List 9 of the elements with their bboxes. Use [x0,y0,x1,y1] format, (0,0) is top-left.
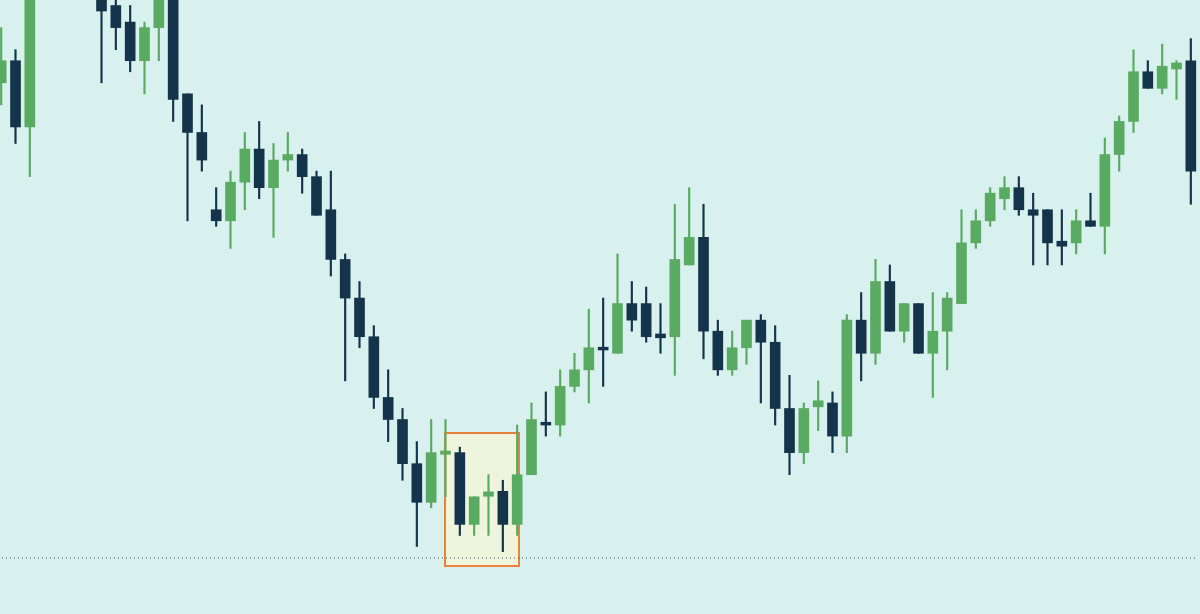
candlestick [1171,60,1182,100]
candlestick [1085,192,1096,227]
candlestick [655,303,666,354]
candlestick [96,0,107,84]
candlestick [999,176,1010,211]
candlestick [182,93,193,222]
candlestick [440,419,451,498]
candlestick [483,474,494,536]
candlestick [268,143,279,238]
